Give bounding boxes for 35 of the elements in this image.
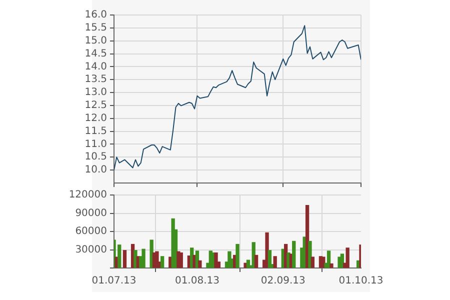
y-tick-label: 14.5 [84,48,107,60]
bar [142,248,146,268]
y-tick-label: 16.0 [84,10,107,21]
bar [160,256,164,268]
y-tick-label: 13.0 [84,87,107,98]
y-tick-label: 10.0 [84,164,107,176]
y-tick-label: 30000 [75,244,107,256]
bar [198,260,202,268]
bar [346,248,350,268]
y-tick-label: 10.5 [84,152,107,163]
y-tick-label: 13.5 [84,74,107,86]
y-tick-label: 90000 [75,208,107,219]
bar [122,250,127,268]
bar [330,263,334,268]
x-tick-label: 01.07.13 [92,276,136,287]
x-tick-label: 02.09.13 [260,276,306,287]
y-tick-label: 12.5 [84,100,107,112]
bar [179,252,183,268]
y-tick-label: 14.0 [84,61,107,72]
y-tick-label: 11.5 [84,126,107,137]
bar [310,256,315,268]
y-tick-label: 60000 [75,226,107,238]
bar [326,250,331,268]
bar [273,256,277,268]
bar [155,251,159,268]
bar [268,250,272,268]
x-tick-label: 01.08.13 [174,276,220,287]
x-tick-label: 01.10.13 [338,276,384,287]
y-tick-label: 15.0 [84,35,107,46]
y-tick-label: 120000 [68,190,107,201]
bar [236,244,240,268]
y-tick-label: 12.0 [84,112,107,124]
y-tick-label: 11.0 [84,138,107,150]
y-tick-label: 15.5 [84,22,107,34]
bar [254,254,258,268]
